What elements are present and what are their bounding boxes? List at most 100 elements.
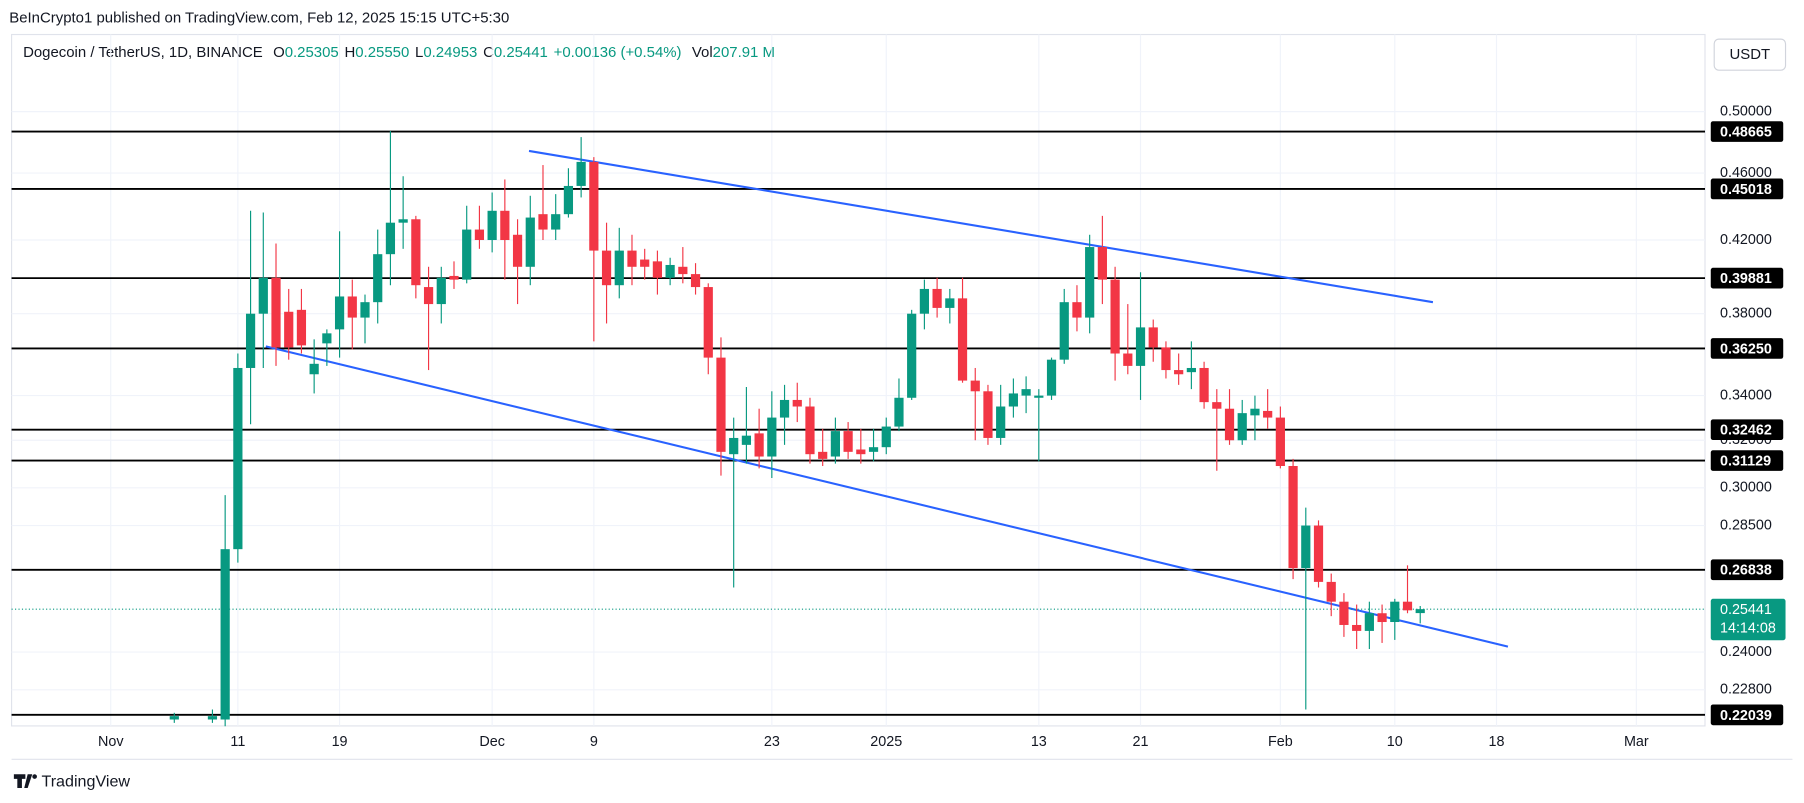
candle-body [792,399,802,407]
candle-body [1326,581,1336,602]
ohlc-value: 0.25441 [494,44,548,61]
level-badge [1710,419,1784,441]
candle-body [1339,601,1349,625]
level-badge [1710,121,1784,142]
currency[interactable]: USDT [1730,46,1771,63]
symbol-title: Dogecoin / TetherUS, 1D, BINANCE [23,44,263,61]
level-label: 0.22039 [1720,708,1772,724]
candle-body [538,214,548,230]
y-tick-label: 0.50000 [1720,103,1772,119]
level-label: 0.36250 [1720,341,1772,357]
x-tick-label: 2025 [870,734,902,750]
candle-body [601,250,612,286]
candle-body [576,161,586,186]
candle-body [970,380,980,392]
level-badge [1710,178,1784,200]
candle-body [1364,613,1374,631]
candle-body [411,219,421,286]
candle-body [1161,347,1171,371]
candle-body [334,296,345,330]
plot [11,34,1706,727]
y-tick-label: 0.28500 [1720,517,1772,533]
x-tick-label: 13 [1031,734,1047,750]
candle-body [1135,327,1146,366]
candle-body [754,433,764,457]
candle-body [640,259,650,267]
candle-body [347,296,357,318]
candle-body [741,435,752,445]
candle-body [462,229,472,280]
x-tick-label: 19 [332,734,348,750]
level-badge [1710,267,1784,289]
y-tick-label: 0.30000 [1720,480,1772,496]
brand-name: TradingView [41,773,130,791]
level-badge [1710,559,1784,581]
candle-body [1212,402,1222,409]
candle-body [1085,247,1095,318]
level-label: 0.31129 [1720,454,1771,470]
brand-logo [13,774,37,789]
candle-body [296,309,307,346]
candle-body [1377,613,1387,623]
level-label: 0.39881 [1720,271,1772,287]
currency-button[interactable] [1713,38,1787,71]
level-label: 0.48665 [1720,124,1772,140]
candle-body [1390,601,1400,623]
candle-body [945,298,955,308]
candle-body [284,311,294,348]
ohlc-key: C [483,44,494,61]
candle-body [449,275,459,280]
candle-body [830,431,841,457]
candle-body [563,185,574,215]
level-badge [1710,450,1784,471]
candle-body [627,250,637,267]
candle-body [856,449,866,455]
candle-body [919,288,929,314]
candle-body [1224,408,1235,441]
x-tick-label: Feb [1268,734,1293,750]
x-tick-label: 9 [590,734,598,750]
candle-body [1148,327,1158,348]
x-tick-label: Dec [479,734,505,750]
candle-body [1301,525,1311,569]
candle-body [818,451,828,459]
candle-body [258,277,268,314]
candle-body [652,261,663,278]
level-badge [1710,704,1784,726]
candle-body [1046,359,1057,396]
y-tick-label: 0.42000 [1720,232,1772,248]
candle-body [1097,247,1107,280]
candle-body [1186,367,1196,373]
candle-body [1021,389,1031,396]
candle-body [271,277,281,348]
candle-body [474,229,485,241]
candle-body [551,214,561,230]
trendline [528,149,1434,304]
level-label: 0.32462 [1720,423,1772,439]
volume-value: 207.91 M [713,44,775,61]
candle-body [1059,302,1069,360]
candle-body [779,399,790,418]
candle-body [703,287,713,358]
candle-body [1008,393,1018,407]
ohlc-key: H [344,44,355,61]
candle-body [665,264,675,278]
level-label: 0.26838 [1720,563,1772,579]
candle-body [169,716,179,720]
candle-body [1123,353,1133,366]
candle-body [716,357,726,452]
publish-info: BeInCrypto1 published on TradingView.com… [9,9,509,26]
level-label: 0.45018 [1720,182,1772,198]
candle-body [843,431,853,452]
candle-body [767,417,777,457]
ohlc-value: 0.25305 [285,44,339,61]
candle-body [423,287,434,305]
candle-body [1199,367,1209,403]
candle-body [983,391,993,438]
candle-body [868,447,879,452]
candle-body [436,277,446,305]
candle-body [690,274,701,288]
candle-body [1313,525,1324,582]
candle-body [220,549,230,720]
candle-body [1402,601,1413,611]
